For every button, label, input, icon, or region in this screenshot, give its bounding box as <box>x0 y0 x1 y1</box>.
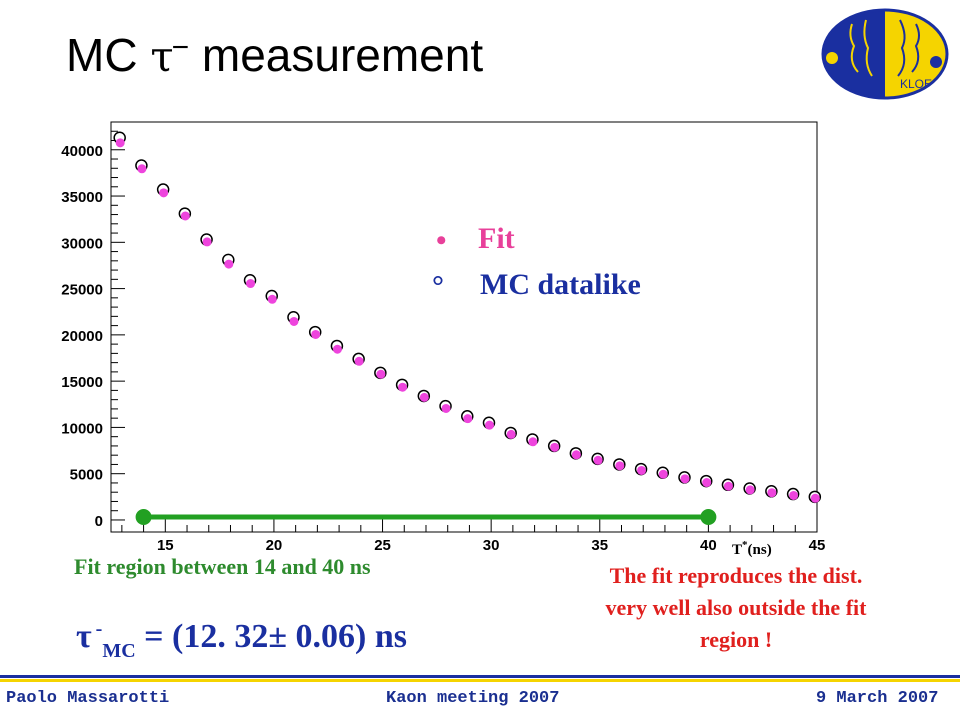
fit-point <box>593 455 603 465</box>
fit-point <box>180 211 190 221</box>
footer-bar-blue <box>0 675 960 678</box>
fit-point <box>789 490 799 500</box>
fit-range-end <box>700 509 717 525</box>
x-tick-label: 25 <box>374 537 391 554</box>
fit-range-start <box>135 509 152 525</box>
footer-author: Paolo Massarotti <box>6 689 170 708</box>
x-tick-label: 30 <box>483 537 500 554</box>
kloe-logo: KLOE <box>821 8 949 100</box>
fit-point <box>115 138 125 148</box>
fit-point <box>354 356 364 366</box>
title-prefix: MC <box>66 29 138 81</box>
fit-point <box>246 279 256 289</box>
fit-point <box>419 392 429 402</box>
fit-point <box>506 429 516 439</box>
legend-fit-marker: • <box>436 224 447 257</box>
comment-line-3: region ! <box>699 627 773 652</box>
legend-data-label: MC datalike <box>480 268 641 301</box>
title-sup: − <box>171 31 190 64</box>
fit-point <box>267 294 277 304</box>
fit-point <box>680 474 690 484</box>
fit-point <box>332 344 342 354</box>
fit-point <box>615 461 625 471</box>
title-suffix: measurement <box>201 29 484 81</box>
tau-result: τ -MC = (12. 32± 0.06) ns <box>76 618 407 663</box>
footer-event: Kaon meeting 2007 <box>386 689 560 708</box>
y-tick-label: 0 <box>95 513 103 530</box>
x-tick-label: 40 <box>700 537 717 554</box>
legend-fit-label: Fit <box>478 222 515 255</box>
fit-point <box>745 485 755 495</box>
fit-point <box>810 493 820 503</box>
result-value: = (12. 32± 0.06) ns <box>144 618 407 655</box>
fit-point <box>658 469 668 479</box>
fit-point <box>637 465 647 475</box>
fit-point <box>137 164 147 174</box>
fit-comment: The fit reproduces the dist. very well a… <box>530 560 942 656</box>
x-tick-label: 45 <box>809 537 826 554</box>
y-tick-label: 15000 <box>61 374 103 391</box>
comment-line-1: The fit reproduces the dist. <box>609 563 863 588</box>
footer-bar-yellow <box>0 679 960 682</box>
fit-point <box>571 450 581 460</box>
fit-point <box>224 259 234 269</box>
legend-data-marker: ° <box>432 270 444 303</box>
y-tick-label: 25000 <box>61 282 103 299</box>
y-tick-label: 30000 <box>61 235 103 252</box>
fit-point <box>311 329 321 339</box>
y-tick-label: 35000 <box>61 189 103 206</box>
y-tick-label: 40000 <box>61 143 103 160</box>
fit-point <box>159 188 169 198</box>
fit-point <box>289 316 299 326</box>
fit-point <box>702 478 712 488</box>
comment-line-2: very well also outside the fit <box>605 595 867 620</box>
y-tick-label: 20000 <box>61 328 103 345</box>
result-sup: - <box>95 618 103 640</box>
fit-point <box>398 382 408 392</box>
fit-point <box>484 420 494 430</box>
x-axis-label: T*(ns) <box>732 539 772 558</box>
x-tick-label: 20 <box>266 537 283 554</box>
result-sub: MC <box>102 640 136 662</box>
fit-point <box>463 414 473 424</box>
fit-point <box>528 437 538 447</box>
y-tick-label: 5000 <box>70 467 103 484</box>
fit-point <box>550 442 560 452</box>
y-tick-label: 10000 <box>61 420 103 437</box>
title-tau: τ <box>150 32 174 81</box>
fit-point <box>723 481 733 491</box>
slide-title: MC τ− measurement <box>66 28 483 82</box>
plot-frame <box>110 121 818 533</box>
fit-region-note: Fit region between 14 and 40 ns <box>74 554 371 579</box>
x-tick-label: 35 <box>591 537 608 554</box>
fit-point <box>202 237 212 247</box>
x-tick-label: 15 <box>157 537 174 554</box>
fit-point <box>376 369 386 379</box>
footer-date: 9 March 2007 <box>816 689 939 708</box>
fit-point <box>441 403 451 413</box>
fit-point <box>767 488 777 498</box>
result-tau: τ <box>76 618 92 655</box>
chart-legend: • Fit ° MC datalike <box>432 222 641 303</box>
